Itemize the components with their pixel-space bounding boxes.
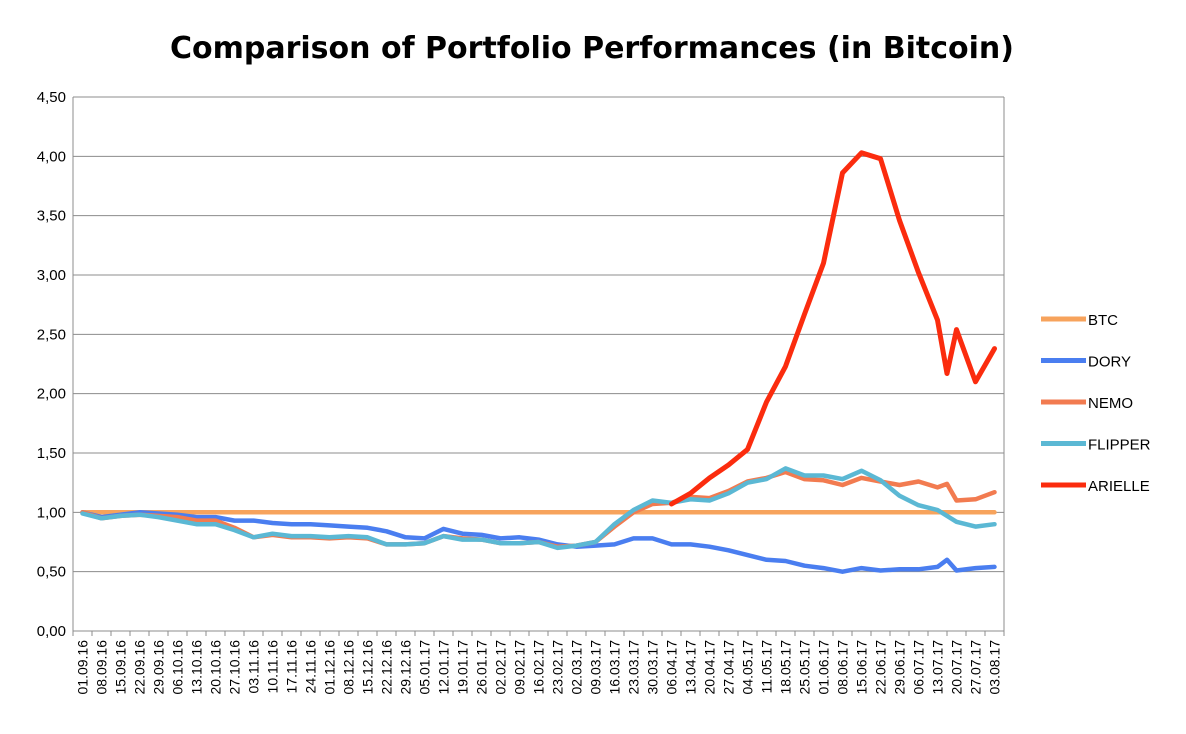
x-tick-label: 13.10.16	[189, 640, 205, 695]
legend-label-dory: DORY	[1088, 354, 1131, 371]
y-tick-label: 4,50	[37, 89, 66, 106]
x-tick-label: 19.01.17	[455, 640, 471, 695]
series-lines	[80, 150, 997, 574]
chart-title: Comparison of Portfolio Performances (in…	[170, 31, 1014, 66]
x-tick-label: 24.11.16	[303, 640, 319, 694]
x-tick-label: 08.09.16	[94, 640, 110, 695]
x-tick-label: 02.02.17	[493, 640, 509, 695]
y-axis-tick-labels: 0,00 0,50 1,00 1,50 2,00 2,50 3,00 3,50 4,00 4,50	[37, 89, 66, 640]
x-tick-label: 03.08.17	[987, 640, 1003, 695]
x-tick-label: 29.06.17	[892, 640, 908, 695]
x-tick-label: 08.12.16	[341, 640, 357, 695]
y-tick-label: 2,50	[37, 326, 66, 343]
series-line-dory	[80, 510, 997, 574]
x-tick-label: 15.09.16	[113, 640, 129, 695]
x-tick-label: 11.05.17	[759, 640, 775, 694]
x-axis-tick-labels: 01.09.16 08.09.16 15.09.16 22.09.16 29.09.16…	[75, 640, 1003, 695]
x-tick-label: 26.01.17	[474, 640, 490, 695]
x-tick-label: 23.03.17	[626, 640, 642, 695]
x-tick-label: 17.11.16	[284, 640, 300, 694]
x-tick-label: 22.09.16	[132, 640, 148, 695]
y-tick-label: 3,50	[37, 208, 66, 225]
y-tick-label: 1,00	[37, 504, 66, 521]
x-tick-label: 29.09.16	[151, 640, 167, 695]
x-tick-label: 05.01.17	[417, 640, 433, 695]
x-tick-label: 01.12.16	[322, 640, 338, 695]
series-line-arielle	[669, 150, 997, 507]
x-tick-label: 27.07.17	[968, 640, 984, 695]
series-line-flipper	[80, 466, 997, 551]
x-tick-label: 16.03.17	[607, 640, 623, 695]
series-line-nemo	[80, 469, 997, 549]
y-tick-label: 0,00	[37, 623, 66, 640]
x-tick-label: 01.06.17	[816, 640, 832, 695]
x-tick-label: 06.10.16	[170, 640, 186, 695]
x-tick-label: 29.12.16	[398, 640, 414, 695]
x-tick-label: 30.03.17	[645, 640, 661, 695]
x-tick-label: 27.04.17	[721, 640, 737, 695]
x-tick-label: 01.09.16	[75, 640, 91, 695]
gridlines	[73, 96, 1004, 573]
x-tick-label: 25.05.17	[797, 640, 813, 695]
x-tick-label: 20.10.16	[208, 640, 224, 695]
x-tick-label: 02.03.17	[569, 640, 585, 695]
x-tick-label: 23.02.17	[550, 640, 566, 695]
y-tick-label: 1,50	[37, 445, 66, 462]
y-tick-label: 2,00	[37, 386, 66, 403]
x-tick-label: 16.02.17	[531, 640, 547, 695]
legend-label-nemo: NEMO	[1088, 395, 1133, 412]
x-tick-label: 20.07.17	[949, 640, 965, 695]
x-tick-label: 13.04.17	[683, 640, 699, 695]
x-tick-label: 27.10.16	[227, 640, 243, 695]
x-tick-label: 08.06.17	[835, 640, 851, 695]
x-tick-label: 09.03.17	[588, 640, 604, 695]
y-tick-label: 4,00	[37, 148, 66, 165]
x-tick-label: 18.05.17	[778, 640, 794, 695]
x-tick-label: 15.06.17	[854, 640, 870, 695]
x-tick-label: 20.04.17	[702, 640, 718, 695]
axes	[72, 97, 1005, 636]
x-tick-label: 22.06.17	[873, 640, 889, 695]
x-tick-label: 06.04.17	[664, 640, 680, 695]
x-tick-label: 04.05.17	[740, 640, 756, 695]
x-tick-label: 12.01.17	[436, 640, 452, 695]
legend-label-arielle: ARIELLE	[1088, 478, 1150, 495]
x-tick-label: 15.12.16	[360, 640, 376, 695]
x-tick-label: 09.02.17	[512, 640, 528, 695]
x-tick-label: 22.12.16	[379, 640, 395, 695]
legend-label-btc: BTC	[1088, 312, 1118, 329]
x-tick-label: 10.11.16	[265, 640, 281, 694]
legend-label-flipper: FLIPPER	[1088, 437, 1151, 454]
x-tick-label: 03.11.16	[246, 640, 262, 694]
legend: BTC DORY NEMO FLIPPER ARIELLE	[1041, 312, 1151, 495]
x-tick-label: 06.07.17	[911, 640, 927, 695]
x-tick-label: 13.07.17	[930, 640, 946, 695]
y-tick-label: 0,50	[37, 564, 66, 581]
y-tick-label: 3,00	[37, 267, 66, 284]
